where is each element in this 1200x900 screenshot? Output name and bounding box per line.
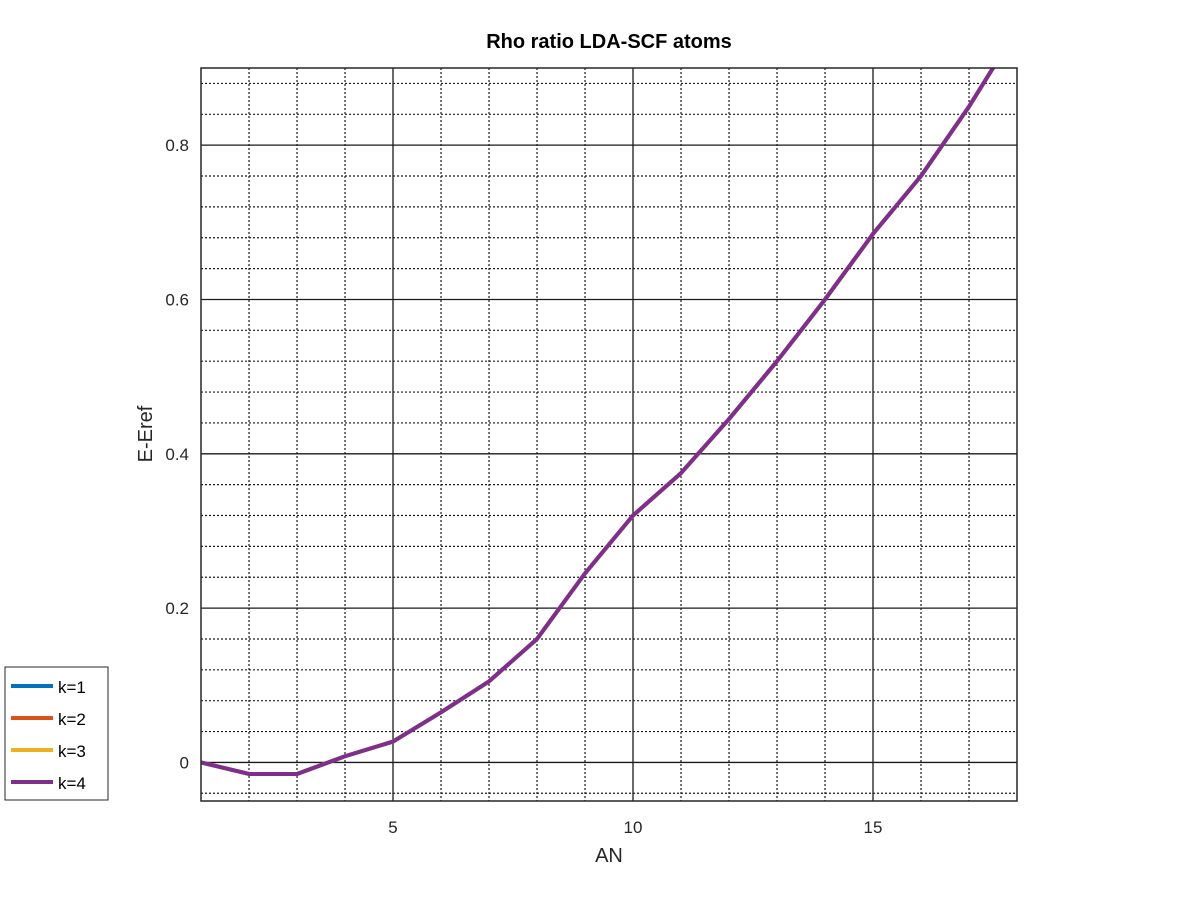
legend-label: k=1 [58, 678, 86, 697]
y-tick-label: 0.2 [165, 599, 189, 618]
legend: k=1 k=2 k=3 k=4 [4, 666, 109, 801]
y-tick-label: 0 [180, 753, 189, 772]
legend-label: k=3 [58, 742, 86, 761]
y-axis-label: E-Eref [135, 405, 157, 462]
y-tick-label: 0.4 [165, 445, 189, 464]
legend-label: k=2 [58, 710, 86, 729]
x-tick-label: 15 [864, 818, 883, 837]
x-tick-label: 5 [388, 818, 397, 837]
legend-box [4, 666, 109, 801]
minor-grid [201, 68, 1017, 801]
major-grid [201, 68, 1017, 801]
x-axis-label: AN [595, 845, 623, 867]
y-tick-label: 0.8 [165, 136, 189, 155]
x-axis-ticks: 5 10 15 [388, 818, 882, 837]
legend-label: k=4 [58, 774, 86, 793]
x-tick-label: 10 [624, 818, 643, 837]
y-tick-label: 0.6 [165, 290, 189, 309]
series-layer [201, 68, 996, 776]
chart-title: Rho ratio LDA-SCF atoms [486, 31, 732, 53]
y-axis-ticks: 0 0.2 0.4 0.6 0.8 [165, 136, 189, 772]
series-line-k-4 [201, 68, 996, 776]
plot-area [201, 68, 1017, 801]
plot-frame [200, 67, 1018, 802]
